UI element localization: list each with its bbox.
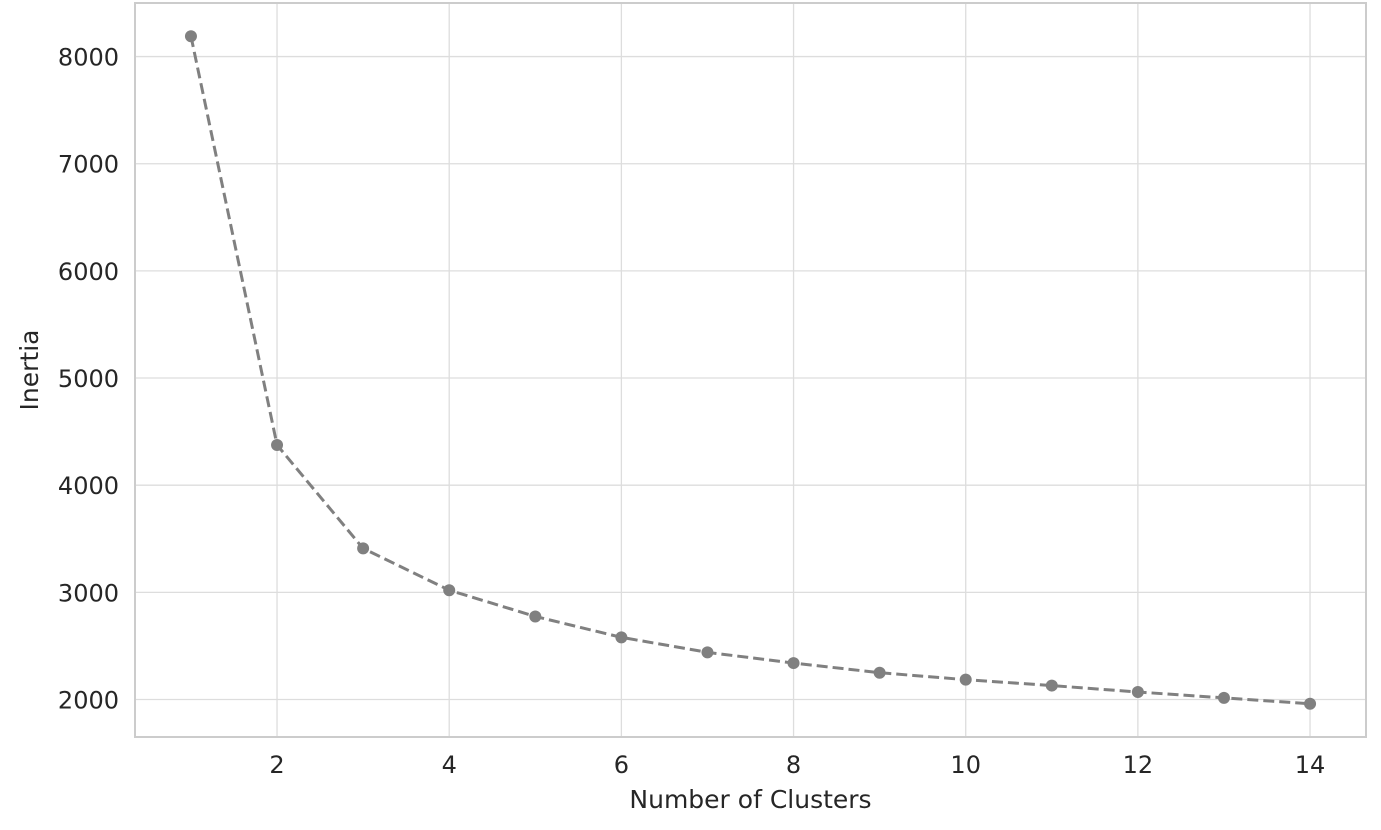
data-point bbox=[787, 657, 800, 670]
y-tick-label: 5000 bbox=[58, 365, 119, 393]
data-point bbox=[701, 646, 714, 659]
data-point bbox=[529, 610, 542, 623]
y-tick-label: 6000 bbox=[58, 258, 119, 286]
data-point bbox=[615, 631, 628, 644]
y-tick-label: 2000 bbox=[58, 686, 119, 714]
data-point bbox=[1045, 679, 1058, 692]
x-tick-label: 4 bbox=[442, 751, 457, 779]
data-point bbox=[271, 439, 284, 452]
y-tick-label: 8000 bbox=[58, 44, 119, 72]
data-point bbox=[1304, 697, 1317, 710]
x-tick-label: 10 bbox=[950, 751, 981, 779]
series-group bbox=[184, 30, 1317, 710]
y-tick-label: 7000 bbox=[58, 151, 119, 179]
grid-lines bbox=[135, 3, 1366, 737]
x-axis-label: Number of Clusters bbox=[629, 785, 871, 814]
y-tick-labels: 2000 3000 4000 5000 6000 7000 8000 bbox=[58, 44, 119, 715]
y-tick-label: 3000 bbox=[58, 579, 119, 607]
data-point bbox=[873, 666, 886, 679]
data-point bbox=[443, 584, 456, 597]
x-tick-label: 2 bbox=[269, 751, 284, 779]
data-point bbox=[1217, 691, 1230, 704]
x-tick-label: 12 bbox=[1123, 751, 1154, 779]
data-point bbox=[357, 542, 370, 555]
x-tick-labels: 2 4 6 8 10 12 14 bbox=[269, 751, 1325, 779]
data-point bbox=[1131, 685, 1144, 698]
plot-frame bbox=[134, 2, 1367, 738]
series-line bbox=[189, 35, 1311, 706]
x-tick-label: 8 bbox=[786, 751, 801, 779]
y-tick-label: 4000 bbox=[58, 472, 119, 500]
data-point bbox=[184, 30, 197, 43]
y-axis-label: Inertia bbox=[15, 330, 44, 411]
x-tick-label: 14 bbox=[1295, 751, 1326, 779]
x-tick-label: 6 bbox=[614, 751, 629, 779]
data-point bbox=[959, 673, 972, 686]
